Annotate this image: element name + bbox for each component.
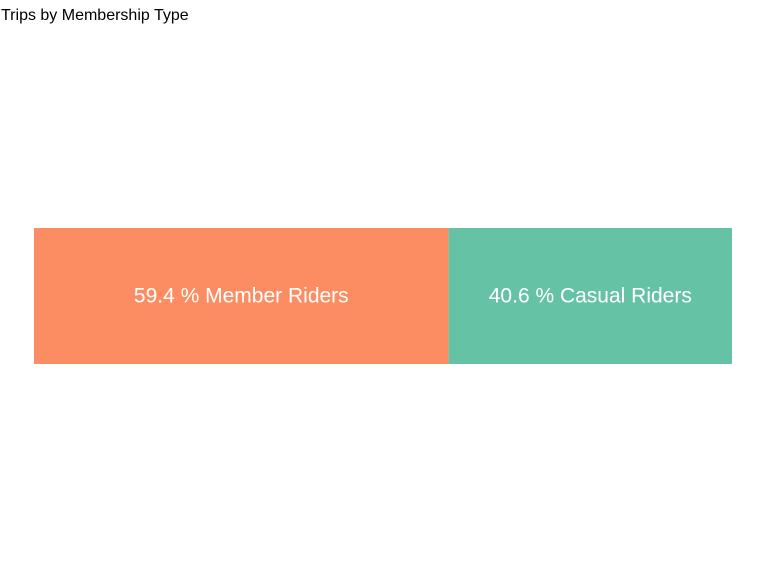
bar-label-casual-riders: 40.6 % Casual Riders bbox=[489, 285, 692, 308]
bar-segment-member-riders bbox=[34, 228, 449, 364]
chart-title: Trips by Membership Type bbox=[1, 7, 189, 24]
bar-label-member-riders: 59.4 % Member Riders bbox=[134, 285, 349, 308]
bar-segment-casual-riders bbox=[448, 228, 732, 364]
